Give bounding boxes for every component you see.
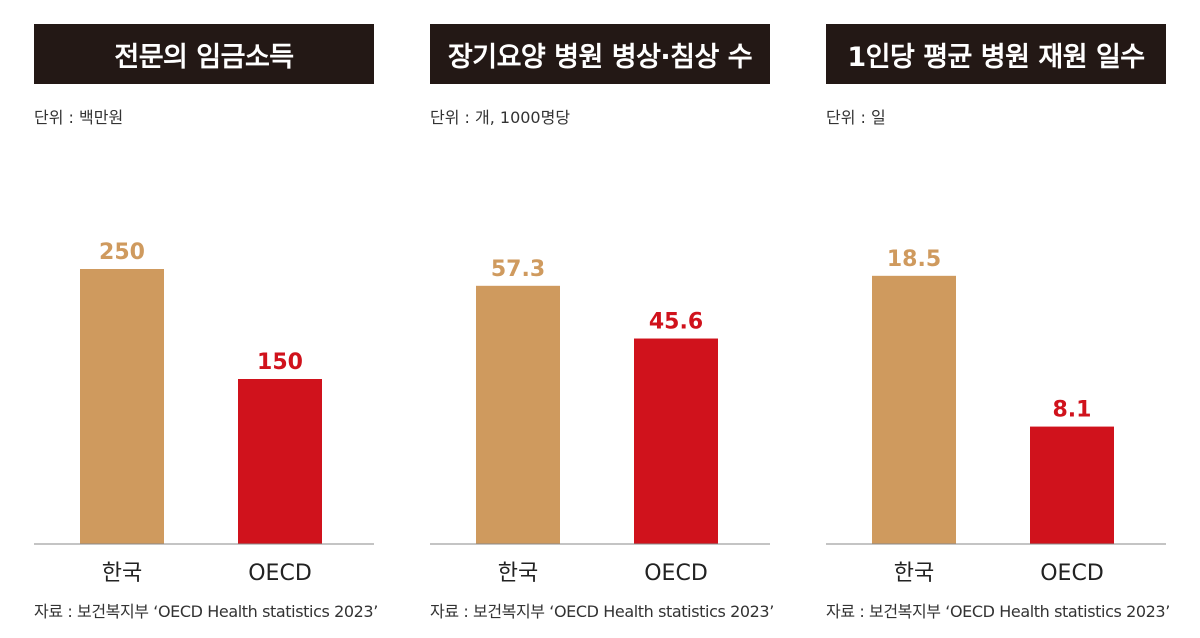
bar-chart: 18.5 한국 8.1 OECD: [826, 247, 1166, 586]
bar-chart: 250 한국 150 OECD: [34, 240, 374, 586]
source-note: 자료 : 보건복지부 ‘OECD Health statistics 2023’: [430, 602, 774, 621]
bar-korea: [872, 275, 956, 544]
bar-korea: [476, 285, 560, 544]
unit-label: 단위 : 개, 1000명당: [430, 108, 571, 127]
bar-korea: [80, 269, 164, 544]
value-label: 250: [99, 240, 145, 265]
value-label: 57.3: [491, 257, 545, 282]
panel-specialist-income: 전문의 임금소득 단위 : 백만원 250 한국 150 OECD 자료 : 보건복지…: [34, 0, 378, 638]
bar-chart: 57.3 한국 45.6 OECD: [430, 257, 770, 586]
category-label: 한국: [894, 561, 934, 586]
bar-oecd: [1030, 426, 1114, 544]
category-label: OECD: [248, 561, 312, 586]
panel-hospital-stay-days: 1인당 평균 병원 재원 일수 단위 : 일 18.5 한국 8.1 OECD 자료 …: [826, 0, 1170, 638]
value-label: 45.6: [649, 310, 703, 335]
unit-label: 단위 : 백만원: [34, 108, 124, 127]
source-note: 자료 : 보건복지부 ‘OECD Health statistics 2023’: [826, 602, 1170, 621]
bar-oecd: [238, 379, 322, 544]
category-label: OECD: [644, 561, 708, 586]
category-label: OECD: [1040, 561, 1104, 586]
unit-label: 단위 : 일: [826, 108, 886, 127]
category-label: 한국: [102, 561, 142, 586]
value-label: 8.1: [1053, 398, 1092, 423]
value-label: 150: [257, 350, 303, 375]
bar-oecd: [634, 338, 718, 544]
panel-title: 장기요양 병원 병상·침상 수: [430, 24, 770, 84]
category-label: 한국: [498, 561, 538, 586]
source-note: 자료 : 보건복지부 ‘OECD Health statistics 2023’: [34, 602, 378, 621]
value-label: 18.5: [887, 247, 941, 272]
panel-title: 전문의 임금소득: [34, 24, 374, 84]
panel-longterm-care-beds: 장기요양 병원 병상·침상 수 단위 : 개, 1000명당 57.3 한국 45.…: [430, 0, 774, 638]
panel-title: 1인당 평균 병원 재원 일수: [826, 24, 1166, 84]
